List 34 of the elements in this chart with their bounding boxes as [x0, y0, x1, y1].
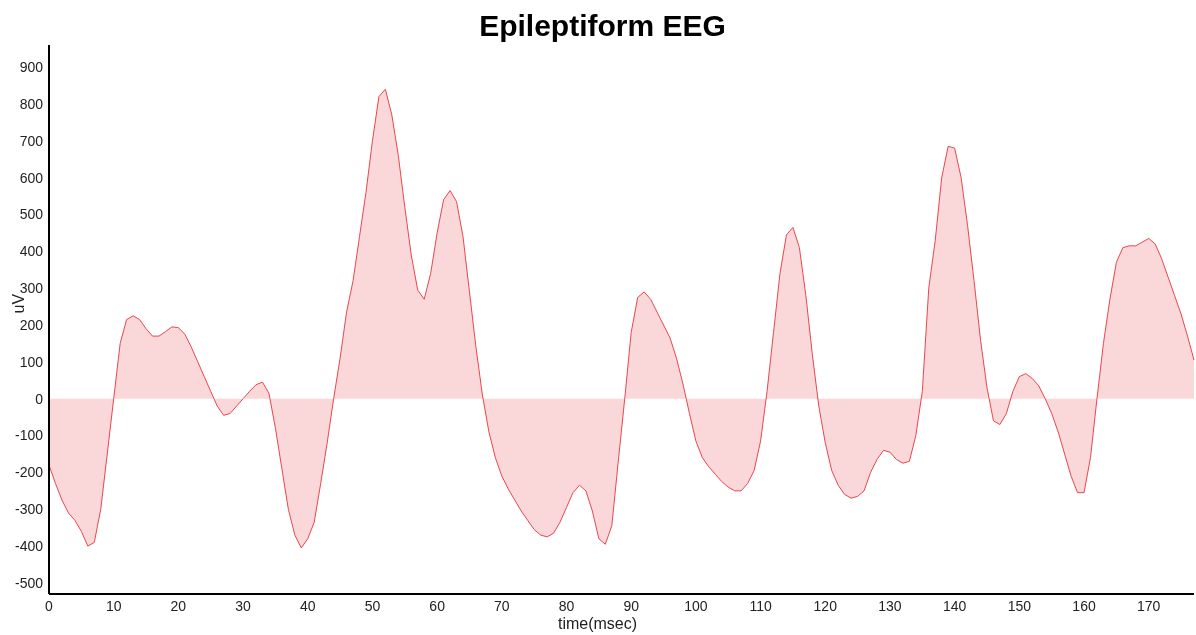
y-tick-label: 700: [19, 132, 44, 149]
y-tick-label: -100: [14, 427, 44, 444]
x-tick-label: 80: [558, 598, 575, 614]
x-tick-label: 100: [684, 598, 708, 614]
x-tick-label: 70: [494, 598, 510, 614]
y-tick-label: 900: [19, 59, 44, 76]
y-tick-label: -300: [14, 501, 44, 518]
x-tick-label: 160: [1072, 598, 1096, 614]
y-tick-label: 500: [19, 206, 44, 223]
y-tick-label: 0: [35, 390, 44, 407]
x-tick-label: 10: [105, 598, 122, 614]
x-tick-label: 120: [813, 598, 838, 614]
x-tick-label: 150: [1007, 598, 1032, 614]
chart-title: Epileptiform EEG: [479, 9, 726, 42]
x-tick-label: 140: [942, 598, 967, 614]
y-tick-label: -400: [14, 538, 44, 554]
x-tick-label: 40: [299, 598, 316, 614]
x-tick-label: 30: [235, 598, 252, 614]
y-tick-label: 200: [19, 316, 44, 333]
x-tick-label: 50: [364, 598, 381, 614]
x-axis-title: time(msec): [557, 615, 638, 632]
y-tick-label: -200: [14, 464, 44, 481]
y-tick-label: 400: [19, 243, 44, 260]
y-tick-label: -500: [14, 574, 44, 591]
x-tick-label: 170: [1137, 598, 1161, 614]
x-tick-label: 0: [45, 598, 54, 614]
y-tick-label: 600: [19, 169, 44, 186]
x-tick-label: 60: [429, 598, 446, 614]
y-tick-label: 800: [19, 95, 44, 112]
x-tick-label: 130: [878, 598, 902, 614]
x-tick-label: 110: [749, 598, 772, 614]
y-tick-label: 100: [19, 353, 44, 370]
x-tick-label: 90: [623, 598, 640, 614]
x-tick-label: 20: [170, 598, 187, 614]
